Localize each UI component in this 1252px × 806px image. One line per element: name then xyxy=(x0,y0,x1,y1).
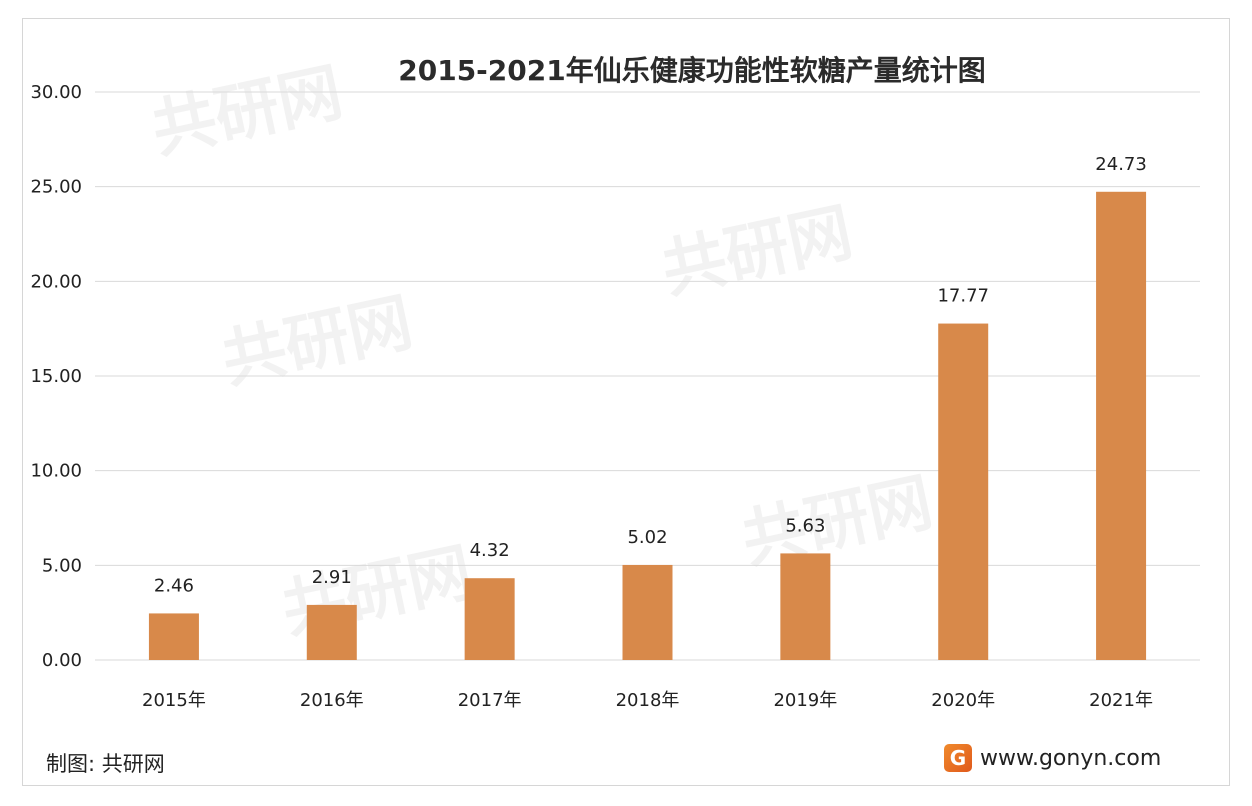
y-tick-label: 30.00 xyxy=(30,82,82,103)
site-brand: G www.gonyn.com xyxy=(944,744,1161,772)
bar xyxy=(780,553,831,660)
y-tick-label: 15.00 xyxy=(30,366,82,387)
y-tick-label: 20.00 xyxy=(30,271,82,292)
x-axis-ticks: 2015年 2016年 2017年 2018年 2019年 2020年 2021年 xyxy=(142,690,1153,711)
x-tick-label: 2019年 xyxy=(773,690,837,711)
bar xyxy=(464,578,515,660)
data-label: 17.77 xyxy=(937,286,989,307)
y-tick-label: 0.00 xyxy=(42,650,82,671)
y-axis-ticks: 0.00 5.00 10.00 15.00 20.00 25.00 30.00 xyxy=(30,82,82,671)
data-label: 5.02 xyxy=(627,527,667,548)
bar xyxy=(148,613,199,660)
y-tick-label: 10.00 xyxy=(30,461,82,482)
x-tick-label: 2017年 xyxy=(458,690,522,711)
bar xyxy=(1096,191,1147,660)
y-tick-label: 25.00 xyxy=(30,177,82,198)
bar xyxy=(938,323,989,660)
bars xyxy=(148,191,1147,660)
site-url: www.gonyn.com xyxy=(980,745,1162,771)
bar xyxy=(306,604,357,660)
data-labels: 2.46 2.91 4.32 5.02 5.63 17.77 24.73 xyxy=(154,154,1147,597)
grid-lines xyxy=(95,91,1200,661)
data-label: 2.91 xyxy=(312,567,352,588)
x-tick-label: 2021年 xyxy=(1089,690,1153,711)
gonyn-logo-icon: G xyxy=(944,744,972,772)
bar xyxy=(622,564,673,660)
x-tick-label: 2016年 xyxy=(300,690,364,711)
data-label: 2.46 xyxy=(154,575,194,596)
x-tick-label: 2015年 xyxy=(142,690,206,711)
x-tick-label: 2020年 xyxy=(931,690,995,711)
data-label: 24.73 xyxy=(1095,154,1147,175)
source-credit: 制图: 共研网 xyxy=(46,752,165,776)
data-label: 5.63 xyxy=(785,515,825,536)
data-label: 4.32 xyxy=(470,540,510,561)
x-tick-label: 2018年 xyxy=(616,690,680,711)
y-tick-label: 5.00 xyxy=(42,555,82,576)
chart-title: 2015-2021年仙乐健康功能性软糖产量统计图 xyxy=(398,54,985,87)
